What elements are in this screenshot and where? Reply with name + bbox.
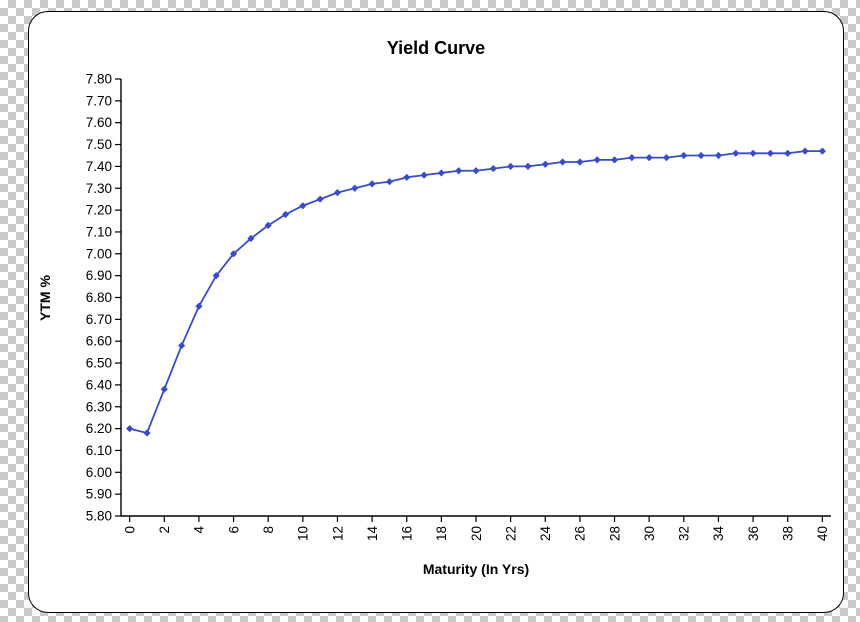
svg-text:6.80: 6.80 xyxy=(86,290,112,305)
svg-text:7.80: 7.80 xyxy=(86,72,112,87)
svg-text:30: 30 xyxy=(642,526,657,541)
svg-text:40: 40 xyxy=(815,526,830,541)
svg-text:12: 12 xyxy=(330,526,345,541)
svg-text:7.60: 7.60 xyxy=(86,115,112,130)
svg-text:7.30: 7.30 xyxy=(86,181,112,196)
svg-text:38: 38 xyxy=(781,526,796,541)
svg-text:4: 4 xyxy=(192,526,207,534)
svg-text:16: 16 xyxy=(400,526,415,541)
svg-text:6.70: 6.70 xyxy=(86,312,112,327)
svg-text:7.20: 7.20 xyxy=(86,203,112,218)
svg-text:6.40: 6.40 xyxy=(86,377,112,392)
svg-text:18: 18 xyxy=(434,526,449,541)
svg-text:6: 6 xyxy=(226,526,241,534)
svg-text:5.80: 5.80 xyxy=(86,509,112,524)
svg-text:6.60: 6.60 xyxy=(86,334,112,349)
svg-text:14: 14 xyxy=(365,526,380,542)
svg-text:6.30: 6.30 xyxy=(86,399,112,414)
plot-area: 5.80 5.90 6.00 6.10 6.20 6.30 6.40 6.50 6.60 6.70… xyxy=(86,72,831,542)
svg-text:7.50: 7.50 xyxy=(86,137,112,152)
svg-text:7.70: 7.70 xyxy=(86,93,112,108)
svg-text:7.00: 7.00 xyxy=(86,246,112,261)
chart-title: Yield Curve xyxy=(386,38,486,58)
x-axis-title: Maturity (In Yrs) xyxy=(422,561,530,577)
svg-text:34: 34 xyxy=(711,526,726,542)
svg-text:7.40: 7.40 xyxy=(86,159,112,174)
svg-text:20: 20 xyxy=(469,526,484,541)
svg-text:6.10: 6.10 xyxy=(86,443,112,458)
svg-text:10: 10 xyxy=(296,526,311,541)
svg-text:26: 26 xyxy=(573,526,588,541)
svg-text:24: 24 xyxy=(538,526,553,542)
svg-text:6.50: 6.50 xyxy=(86,356,112,371)
svg-text:6.20: 6.20 xyxy=(86,421,112,436)
svg-text:28: 28 xyxy=(607,526,622,541)
svg-text:22: 22 xyxy=(503,526,518,541)
svg-text:2: 2 xyxy=(157,526,172,534)
svg-text:6.00: 6.00 xyxy=(86,465,112,480)
svg-text:8: 8 xyxy=(261,526,276,534)
svg-text:6.90: 6.90 xyxy=(86,268,112,283)
yield-curve-chart: Yield Curve YTM % Maturity (In Yrs) 5.80… xyxy=(28,11,844,613)
svg-text:36: 36 xyxy=(746,526,761,541)
svg-text:7.10: 7.10 xyxy=(86,224,112,239)
svg-text:32: 32 xyxy=(677,526,692,541)
svg-text:5.90: 5.90 xyxy=(86,487,112,502)
svg-text:0: 0 xyxy=(122,526,137,534)
